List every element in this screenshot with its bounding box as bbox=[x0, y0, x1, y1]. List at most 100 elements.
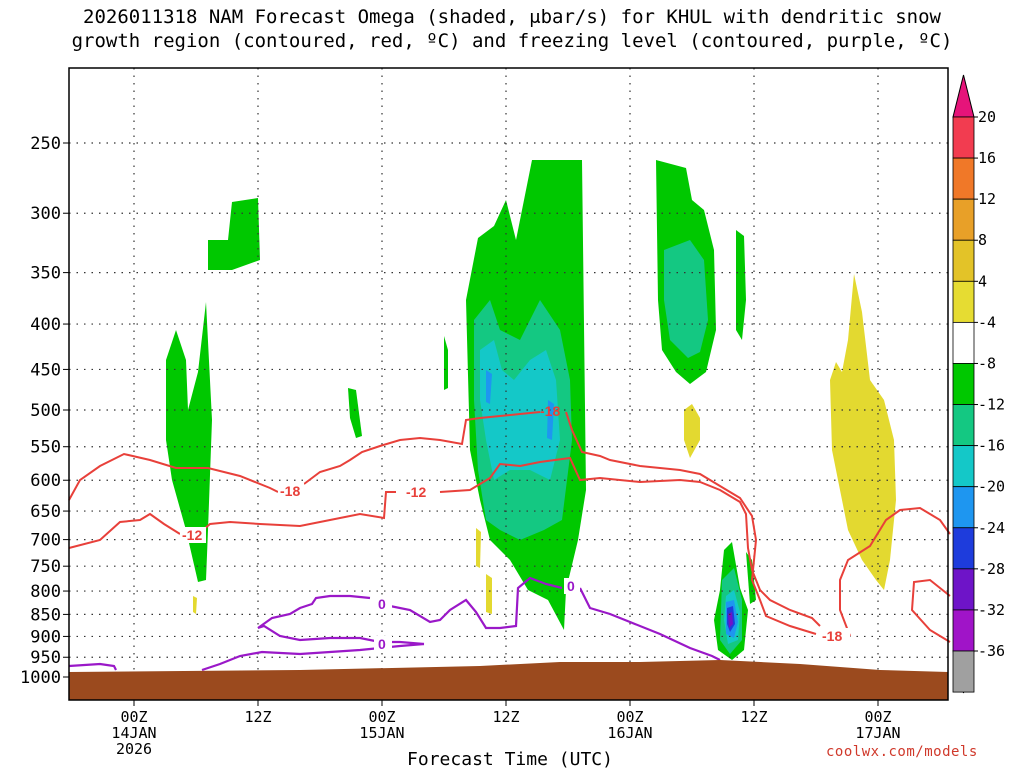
x-tick-date: 15JAN bbox=[359, 724, 404, 742]
colorbar-swatch bbox=[952, 198, 975, 241]
colorbar-label: -8 bbox=[978, 354, 996, 372]
contour-zero bbox=[579, 587, 721, 661]
y-tick-label: 550 bbox=[30, 438, 61, 458]
omega-teal-blob bbox=[664, 240, 708, 358]
omega-yellow-blob bbox=[476, 528, 481, 568]
y-tick-label: 1000 bbox=[20, 668, 61, 688]
x-tick-label: 00Z bbox=[120, 708, 147, 726]
omega-yellow-blob bbox=[830, 274, 896, 590]
omega-yellow-blob bbox=[193, 596, 197, 614]
colorbar-label: -32 bbox=[978, 601, 1005, 619]
colorbar-swatch bbox=[952, 239, 975, 282]
contour-label: 0 bbox=[567, 578, 575, 594]
contour-label: 0 bbox=[378, 596, 386, 612]
y-tick-label: 900 bbox=[30, 627, 61, 647]
freezing-level-contours bbox=[68, 576, 721, 672]
x-tick-year: 2026 bbox=[116, 740, 152, 758]
plot-frame bbox=[68, 67, 949, 701]
omega-yellow-blob bbox=[486, 574, 492, 614]
omega-blue-blob bbox=[486, 370, 492, 404]
x-tick-date: 17JAN bbox=[855, 724, 900, 742]
x-tick-label: 00Z bbox=[368, 708, 395, 726]
y-tick-label: 700 bbox=[30, 531, 61, 551]
colorbar-swatch bbox=[952, 321, 975, 364]
contour-minus-18-east bbox=[839, 506, 951, 637]
colorbar-label: -28 bbox=[978, 560, 1005, 578]
colorbar-swatch bbox=[952, 650, 975, 693]
y-tick-label: 650 bbox=[30, 502, 61, 522]
omega-blue-blob bbox=[547, 400, 554, 440]
contour-minus-18 bbox=[303, 411, 541, 485]
contour-minus-12 bbox=[439, 456, 821, 627]
colorbar-swatch bbox=[952, 363, 975, 405]
contour-zero bbox=[68, 662, 117, 671]
omega-purple-blob bbox=[728, 612, 733, 628]
chart-title-line-1: 2026011318 NAM Forecast Omega (shaded, μ… bbox=[83, 6, 941, 28]
colorbar-label: -20 bbox=[978, 478, 1005, 496]
y-axis: 2503003504004505005506006507007508008509… bbox=[20, 134, 69, 688]
contour-label: -18 bbox=[540, 403, 560, 419]
omega-green-blob bbox=[208, 198, 260, 270]
contour-label: 0 bbox=[378, 636, 386, 652]
omega-shading bbox=[166, 160, 896, 660]
colorbar-swatch bbox=[952, 404, 975, 447]
contour-label: -18 bbox=[280, 483, 300, 499]
x-tick-date: 16JAN bbox=[607, 724, 652, 742]
colorbar-swatch bbox=[952, 280, 975, 323]
contour-zero bbox=[389, 576, 563, 630]
colorbar-label: 16 bbox=[978, 149, 996, 167]
y-tick-label: 600 bbox=[30, 471, 61, 491]
x-tick-date: 14JAN bbox=[111, 724, 156, 742]
colorbar-label: 8 bbox=[978, 231, 987, 249]
contour-minus-12-east bbox=[910, 578, 951, 643]
colorbar-swatch bbox=[952, 486, 975, 529]
colorbar-label: 4 bbox=[978, 272, 987, 290]
ground-terrain bbox=[69, 660, 948, 700]
omega-green-blob bbox=[166, 302, 212, 582]
x-tick-label: 12Z bbox=[740, 708, 767, 726]
y-tick-label: 400 bbox=[30, 315, 61, 335]
contour-labels: -18 -12 -12 -18 -18 0 0 0 bbox=[180, 403, 850, 652]
contour-label: -18 bbox=[822, 628, 842, 644]
colorbar-swatch bbox=[952, 568, 975, 611]
contour-minus-18 bbox=[68, 452, 279, 501]
omega-green-blob bbox=[736, 230, 746, 340]
colorbar-swatch bbox=[952, 157, 975, 200]
colorbar-swatch bbox=[952, 445, 975, 488]
contour-label: -12 bbox=[406, 484, 426, 500]
x-tick-label: 00Z bbox=[616, 708, 643, 726]
y-tick-label: 850 bbox=[30, 605, 61, 625]
colorbar-label: -12 bbox=[978, 396, 1005, 414]
y-tick-label: 500 bbox=[30, 401, 61, 421]
chart-title-line-2: growth region (contoured, red, ºC) and f… bbox=[71, 30, 953, 52]
temperature-contours bbox=[68, 411, 951, 643]
colorbar: 20 16 12 8 4 -4 -8 -12 -16 -20 -24 -28 -32 -36 bbox=[952, 74, 1005, 694]
y-tick-label: 750 bbox=[30, 557, 61, 577]
contour-minus-12 bbox=[68, 512, 181, 549]
x-tick-label: 12Z bbox=[492, 708, 519, 726]
y-tick-label: 350 bbox=[30, 264, 61, 284]
colorbar-label: -36 bbox=[978, 642, 1005, 660]
credit-text: coolwx.com/models bbox=[826, 744, 978, 760]
omega-green-blob bbox=[348, 388, 362, 438]
contour-minus-12 bbox=[195, 491, 396, 537]
colorbar-label: -16 bbox=[978, 437, 1005, 455]
y-tick-label: 250 bbox=[30, 134, 61, 154]
contour-minus-18 bbox=[565, 411, 817, 635]
x-tick-label: 12Z bbox=[244, 708, 271, 726]
colorbar-top-arrow bbox=[952, 74, 975, 118]
y-tick-label: 450 bbox=[30, 360, 61, 380]
colorbar-swatch bbox=[952, 527, 975, 570]
contour-zero bbox=[257, 594, 425, 646]
colorbar-swatch bbox=[952, 609, 975, 652]
y-tick-label: 950 bbox=[30, 648, 61, 668]
colorbar-label: 12 bbox=[978, 190, 996, 208]
x-tick-label: 00Z bbox=[864, 708, 891, 726]
omega-green-blob bbox=[444, 336, 448, 390]
colorbar-swatch bbox=[952, 116, 975, 159]
contour-label: -12 bbox=[182, 527, 202, 543]
omega-yellow-blob bbox=[684, 404, 700, 458]
y-tick-label: 300 bbox=[30, 204, 61, 224]
